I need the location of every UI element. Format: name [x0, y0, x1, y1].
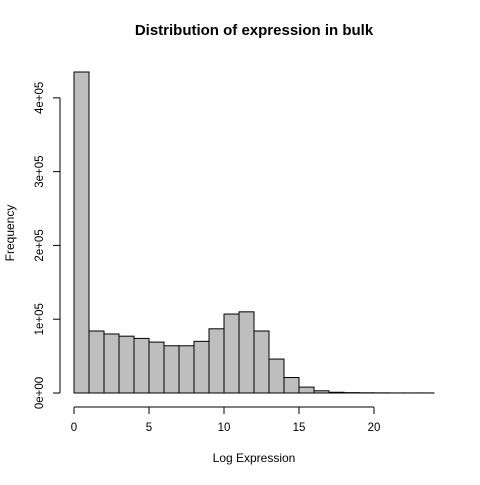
histogram-bar-9: [209, 329, 224, 393]
histogram-bar-1: [89, 331, 104, 393]
x-tick-label: 5: [146, 422, 152, 434]
histogram-bar-13: [269, 359, 284, 393]
x-axis-label: Log Expression: [213, 451, 296, 465]
histogram-bar-12: [254, 331, 269, 393]
histogram-bar-8: [194, 341, 209, 393]
y-tick-label: 4e+05: [34, 82, 46, 114]
x-tick-label: 15: [293, 422, 306, 434]
histogram-bar-16: [314, 391, 329, 393]
x-tick-label: 20: [368, 422, 381, 434]
y-tick-label: 2e+05: [34, 229, 46, 261]
y-tick-label: 1e+05: [34, 303, 46, 335]
histogram-bar-6: [164, 346, 179, 393]
histogram-bar-11: [239, 312, 254, 393]
x-axis: 0 5 10 15 20: [71, 407, 381, 434]
histogram-bar-0: [74, 72, 89, 393]
histogram-bar-14: [284, 378, 299, 393]
y-tick-label: 3e+05: [34, 155, 46, 187]
bars-layer: [74, 72, 434, 393]
histogram-bar-4: [134, 338, 149, 393]
histogram-bar-10: [224, 314, 239, 393]
x-tick-label: 0: [71, 422, 77, 434]
histogram-bar-17: [329, 392, 344, 393]
x-tick-label: 10: [218, 422, 231, 434]
histogram-bar-15: [299, 387, 314, 393]
histogram-bar-5: [149, 342, 164, 393]
histogram-bar-7: [179, 346, 194, 393]
y-tick-label: 0e+00: [34, 377, 46, 409]
histogram-bar-3: [119, 336, 134, 393]
y-axis: 0e+00 1e+05 2e+05 3e+05 4e+05: [34, 82, 60, 409]
histogram-bar-2: [104, 334, 119, 393]
y-axis-label: Frequency: [3, 205, 17, 262]
chart-title: Distribution of expression in bulk: [135, 22, 374, 39]
